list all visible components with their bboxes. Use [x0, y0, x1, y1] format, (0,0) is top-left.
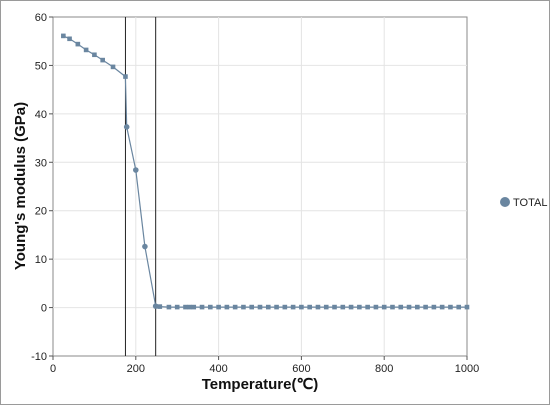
y-tick-labels: -10 0 10 20 30 40 50 60: [31, 12, 53, 363]
y-tick-label: 50: [35, 60, 47, 72]
legend: TOTAL: [500, 197, 547, 209]
data-point: [431, 304, 437, 310]
data-point: [75, 41, 81, 47]
data-point: [282, 304, 288, 310]
data-point: [224, 304, 230, 310]
y-tick-label: 10: [35, 254, 47, 266]
x-axis-title: Temperature(℃): [202, 376, 319, 393]
data-point: [152, 303, 159, 309]
data-point: [323, 304, 329, 310]
data-point: [265, 304, 271, 310]
data-point: [348, 304, 354, 310]
data-point: [100, 57, 105, 63]
x-tick-label: 400: [209, 363, 227, 375]
data-point: [241, 304, 246, 310]
data-point: [142, 243, 148, 250]
data-point: [67, 36, 72, 42]
x-tick-label: 1000: [455, 363, 479, 375]
x-tick-labels: 0 200 400 600 800 1000: [50, 356, 479, 375]
data-point: [110, 64, 116, 70]
data-point: [423, 304, 428, 310]
data-point: [174, 304, 180, 310]
data-point: [92, 52, 97, 58]
y-tick-label: 60: [35, 12, 47, 24]
data-point: [199, 304, 205, 310]
data-point: [464, 304, 470, 310]
data-point: [439, 304, 445, 310]
x-tick-label: 200: [127, 363, 145, 375]
y-tick-label: 20: [35, 206, 47, 218]
vertical-markers: [124, 17, 157, 356]
data-point: [191, 304, 197, 310]
data-point: [406, 304, 412, 310]
x-tick-label: 600: [292, 363, 310, 375]
y-tick-label: 0: [41, 303, 47, 315]
data-point: [415, 304, 420, 310]
data-point: [357, 304, 362, 310]
series-total: [61, 33, 470, 310]
data-point: [340, 304, 346, 310]
legend-label: TOTAL: [513, 197, 547, 209]
data-point: [123, 124, 130, 130]
data-point: [216, 304, 221, 310]
data-point: [166, 304, 172, 310]
y-tick-label: 30: [35, 157, 47, 169]
data-point: [398, 304, 404, 310]
data-point: [232, 304, 238, 310]
data-point: [208, 304, 213, 310]
data-point: [133, 167, 139, 173]
data-point: [365, 304, 370, 310]
data-point: [315, 304, 321, 310]
grid: [53, 17, 467, 356]
data-point: [390, 304, 395, 310]
data-point: [290, 304, 296, 310]
data-point: [157, 304, 163, 309]
data-point: [448, 304, 453, 310]
data-point: [381, 304, 387, 310]
data-point: [183, 304, 188, 310]
data-point: [373, 304, 379, 310]
legend-marker: [500, 197, 510, 207]
y-tick-label: 40: [35, 109, 47, 121]
data-point: [274, 304, 279, 310]
data-point: [187, 304, 192, 310]
data-point: [123, 74, 128, 79]
x-tick-label: 800: [375, 363, 393, 375]
data-point: [249, 304, 255, 310]
data-point: [456, 304, 462, 310]
y-axis-title: Young's modulus (GPa): [12, 102, 29, 270]
data-point: [332, 304, 337, 310]
data-point: [61, 33, 66, 39]
x-tick-label: 0: [50, 363, 56, 375]
data-point: [307, 304, 312, 310]
data-point: [257, 304, 263, 310]
y-tick-label: -10: [31, 351, 47, 363]
data-point: [83, 47, 89, 53]
data-point: [299, 304, 304, 310]
